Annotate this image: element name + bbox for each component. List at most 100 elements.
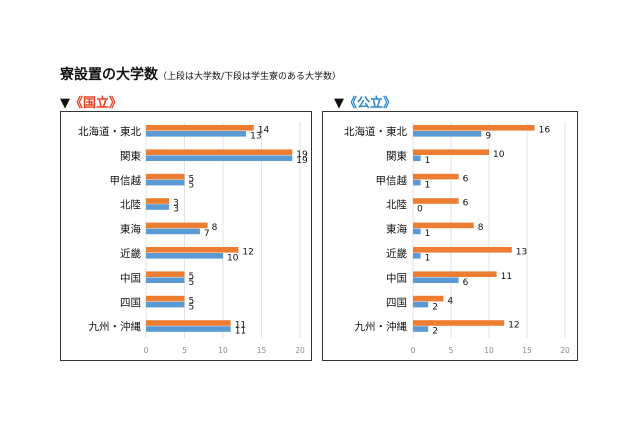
chart-title: 寮設置の大学数（上段は大学数/下段は学生寮のある大学数） <box>60 64 341 84</box>
national-tick-label: 5 <box>182 346 187 355</box>
public-bar-with-dorms <box>413 155 421 161</box>
national-bar-universities <box>146 295 185 302</box>
national-bar-universities <box>146 320 231 326</box>
public-chart-panel: 0 5 10 15 20 北海道・東北 16 9 関東 10 1 甲信越 6 1 北陸 6 0 東海 8 1 近畿 13 1… <box>322 111 578 361</box>
national-value-label: 5 <box>189 296 195 306</box>
national-bar-with-dorms <box>146 301 185 308</box>
national-tick-label: 15 <box>257 346 267 355</box>
national-category-label: 近畿 <box>120 247 141 260</box>
public-bar-with-dorms <box>413 301 429 308</box>
national-value-label: 14 <box>258 126 270 136</box>
national-category-label: 北海道・東北 <box>78 125 141 138</box>
national-category-label: 関東 <box>120 149 141 162</box>
national-bar-universities <box>146 198 170 204</box>
public-category-label: 中国 <box>386 271 407 284</box>
public-value-label: 1 <box>425 156 431 166</box>
national-bar-with-dorms <box>146 131 247 137</box>
public-value-label: 2 <box>432 327 438 337</box>
national-bar-universities <box>146 222 208 229</box>
public-bar-universities <box>413 173 459 180</box>
public-category-label: 四国 <box>386 297 407 309</box>
national-value-label: 11 <box>235 327 246 337</box>
national-value-label: 11 <box>235 321 246 331</box>
national-value-label: 5 <box>189 180 195 190</box>
public-value-label: 6 <box>463 174 469 184</box>
public-category-label: 北陸 <box>386 198 407 211</box>
public-bar-universities <box>413 247 512 253</box>
public-value-label: 4 <box>447 296 453 306</box>
public-value-label: 6 <box>463 199 469 209</box>
national-value-label: 5 <box>189 272 195 282</box>
public-value-label: 1 <box>425 254 431 264</box>
public-bar-universities <box>413 295 444 302</box>
national-value-label: 3 <box>173 199 179 209</box>
public-value-label: 2 <box>432 302 438 312</box>
public-bar-with-dorms <box>413 326 429 332</box>
national-value-label: 5 <box>189 278 195 288</box>
national-category-label: 東海 <box>120 223 141 236</box>
public-value-label: 0 <box>417 205 423 215</box>
public-bar-universities <box>413 125 535 131</box>
public-tick-label: 0 <box>411 346 416 355</box>
national-value-label: 19 <box>296 150 308 160</box>
national-bar-universities <box>146 271 185 277</box>
national-bar-universities <box>146 149 293 155</box>
national-tick-label: 20 <box>295 346 305 355</box>
national-value-label: 19 <box>296 156 308 166</box>
national-bar-universities <box>146 173 185 180</box>
public-value-label: 1 <box>425 229 431 239</box>
national-category-label: 甲信越 <box>110 174 142 187</box>
public-bar-universities <box>413 149 489 155</box>
national-bar-with-dorms <box>146 228 200 235</box>
national-category-label: 北陸 <box>120 198 141 211</box>
public-bar-with-dorms <box>413 277 459 283</box>
national-category-label: 九州・沖縄 <box>89 320 142 333</box>
public-bar-universities <box>413 198 459 204</box>
national-bar-universities <box>146 247 239 253</box>
national-value-label: 5 <box>189 302 195 312</box>
public-bar-universities <box>413 222 474 229</box>
national-tick-label: 10 <box>218 346 228 355</box>
public-heading-label: 《公立》 <box>344 96 397 111</box>
public-value-label: 8 <box>478 223 484 233</box>
public-value-label: 9 <box>485 132 491 142</box>
national-heading-label: 《国立》 <box>70 96 123 111</box>
subtitle: （上段は大学数/下段は学生寮のある大学数） <box>158 72 342 82</box>
public-value-label: 16 <box>539 126 551 136</box>
national-value-label: 12 <box>242 248 253 258</box>
public-value-label: 13 <box>516 248 527 258</box>
public-bar-with-dorms <box>413 253 421 259</box>
national-bar-with-dorms <box>146 326 231 332</box>
public-value-label: 6 <box>463 278 469 288</box>
national-bar-universities <box>146 125 254 131</box>
main-title: 寮設置の大学数 <box>60 67 158 83</box>
national-value-label: 3 <box>173 205 179 215</box>
national-chart-panel: 0 5 10 15 20 北海道・東北 14 13 関東 19 19 甲信越 5 5 北陸 3 3 東海 8 7 近畿 1… <box>60 111 312 361</box>
national-heading: ▼《国立》 <box>60 92 122 111</box>
public-value-label: 12 <box>508 321 519 331</box>
national-bar-with-dorms <box>146 179 185 186</box>
public-category-label: 北海道・東北 <box>344 125 407 138</box>
public-category-label: 甲信越 <box>376 174 408 187</box>
public-value-label: 1 <box>425 180 431 190</box>
national-value-label: 10 <box>227 254 239 264</box>
national-value-label: 5 <box>189 174 195 184</box>
public-bar-universities <box>413 320 505 326</box>
public-bar-universities <box>413 271 497 277</box>
public-bar-with-dorms <box>413 228 421 235</box>
public-category-label: 東海 <box>386 223 407 236</box>
national-category-label: 四国 <box>120 297 141 309</box>
public-tick-label: 15 <box>522 346 532 355</box>
national-bar-with-dorms <box>146 253 223 259</box>
public-value-label: 10 <box>493 150 505 160</box>
national-value-label: 13 <box>250 132 261 142</box>
national-bar-with-dorms <box>146 204 170 210</box>
public-tick-label: 5 <box>449 346 454 355</box>
national-tick-label: 0 <box>144 346 149 355</box>
public-category-label: 近畿 <box>386 247 407 260</box>
public-tick-label: 20 <box>560 346 570 355</box>
public-bar-with-dorms <box>413 131 482 137</box>
public-tick-label: 10 <box>484 346 494 355</box>
